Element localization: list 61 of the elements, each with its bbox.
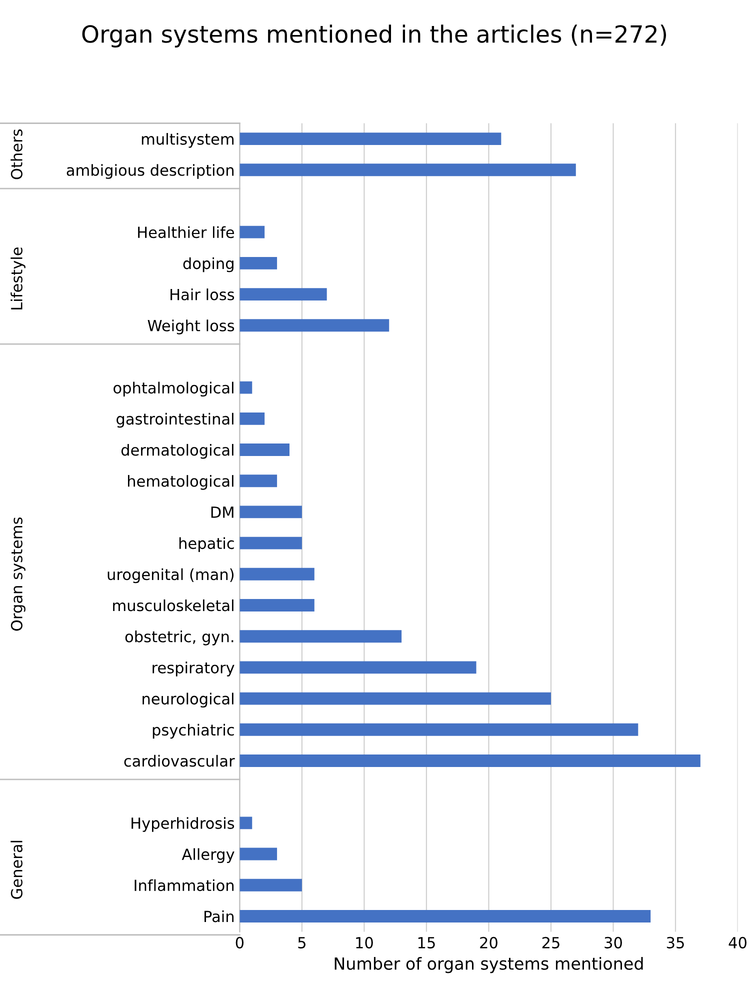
x-tick-label: 10 <box>356 936 373 948</box>
y-tick-label: gastrointestinal <box>116 412 234 428</box>
y-tick-label: Inflammation <box>134 879 234 892</box>
y-tick-label: psychiatric <box>152 724 234 739</box>
bar <box>240 536 302 550</box>
bar <box>240 630 402 643</box>
bar <box>240 164 576 176</box>
bar <box>240 568 314 580</box>
bar <box>240 288 327 300</box>
y-tick-label: Allergy <box>182 848 234 864</box>
y-tick-label: Hyperhidrosis <box>132 817 234 832</box>
y-tick-label: Hair loss <box>170 288 234 300</box>
bar <box>240 381 252 394</box>
y-tick-label: dermatological <box>121 444 234 459</box>
y-tick-label: Pain <box>204 910 234 922</box>
y-tick-label: hematological <box>128 475 234 490</box>
bar <box>240 319 390 332</box>
bar <box>240 848 278 860</box>
text: Others <box>10 129 22 180</box>
text: Organ systems <box>10 517 26 631</box>
bar <box>240 256 278 270</box>
bar <box>240 754 700 767</box>
x-tick-label: 25 <box>542 936 560 948</box>
bar <box>240 816 252 830</box>
bar <box>240 444 290 456</box>
x-axis-title: Number of organ systems mentioned <box>334 956 643 974</box>
x-tick-label: 5 <box>298 937 306 948</box>
y-tick-label: obstetric, gyn. <box>125 630 234 646</box>
bar <box>240 132 502 146</box>
text: Lifestyle <box>10 247 26 310</box>
bar <box>240 474 278 488</box>
text: General <box>10 840 22 899</box>
bar <box>240 661 476 674</box>
x-tick-label: 30 <box>604 936 622 948</box>
x-tick-label: 0 <box>236 936 244 948</box>
x-tick-label: 35 <box>666 936 684 948</box>
y-tick-label: doping <box>183 257 234 272</box>
y-tick-label: ophtalmological <box>114 382 234 397</box>
bar <box>240 226 265 238</box>
x-tick-label: 15 <box>418 937 435 948</box>
bar <box>240 692 551 705</box>
bar <box>240 506 302 518</box>
x-tick-label: 20 <box>480 936 498 948</box>
y-tick-label: Weight loss <box>148 320 234 334</box>
y-tick-label: urogenital (man) <box>108 568 234 584</box>
y-tick-label: ambigious description <box>66 164 234 179</box>
y-tick-label: DM <box>211 506 234 518</box>
bar <box>240 910 651 922</box>
bar <box>240 878 302 892</box>
y-tick-label: respiratory <box>152 662 234 676</box>
y-tick-label: musculoskeletal <box>113 599 234 612</box>
y-tick-label: neurological <box>142 692 234 708</box>
chart-title: Organ systems mentioned in the articles (n=272) <box>82 24 666 48</box>
x-tick-label: 40 <box>728 936 746 948</box>
y-tick-label: hepatic <box>179 537 234 552</box>
bar <box>240 723 638 736</box>
y-tick-label: multisystem <box>142 132 234 148</box>
bar <box>240 412 265 425</box>
y-tick-label: Healthier life <box>138 226 234 238</box>
y-tick-label: cardiovascular <box>124 754 235 767</box>
bar <box>240 599 314 612</box>
